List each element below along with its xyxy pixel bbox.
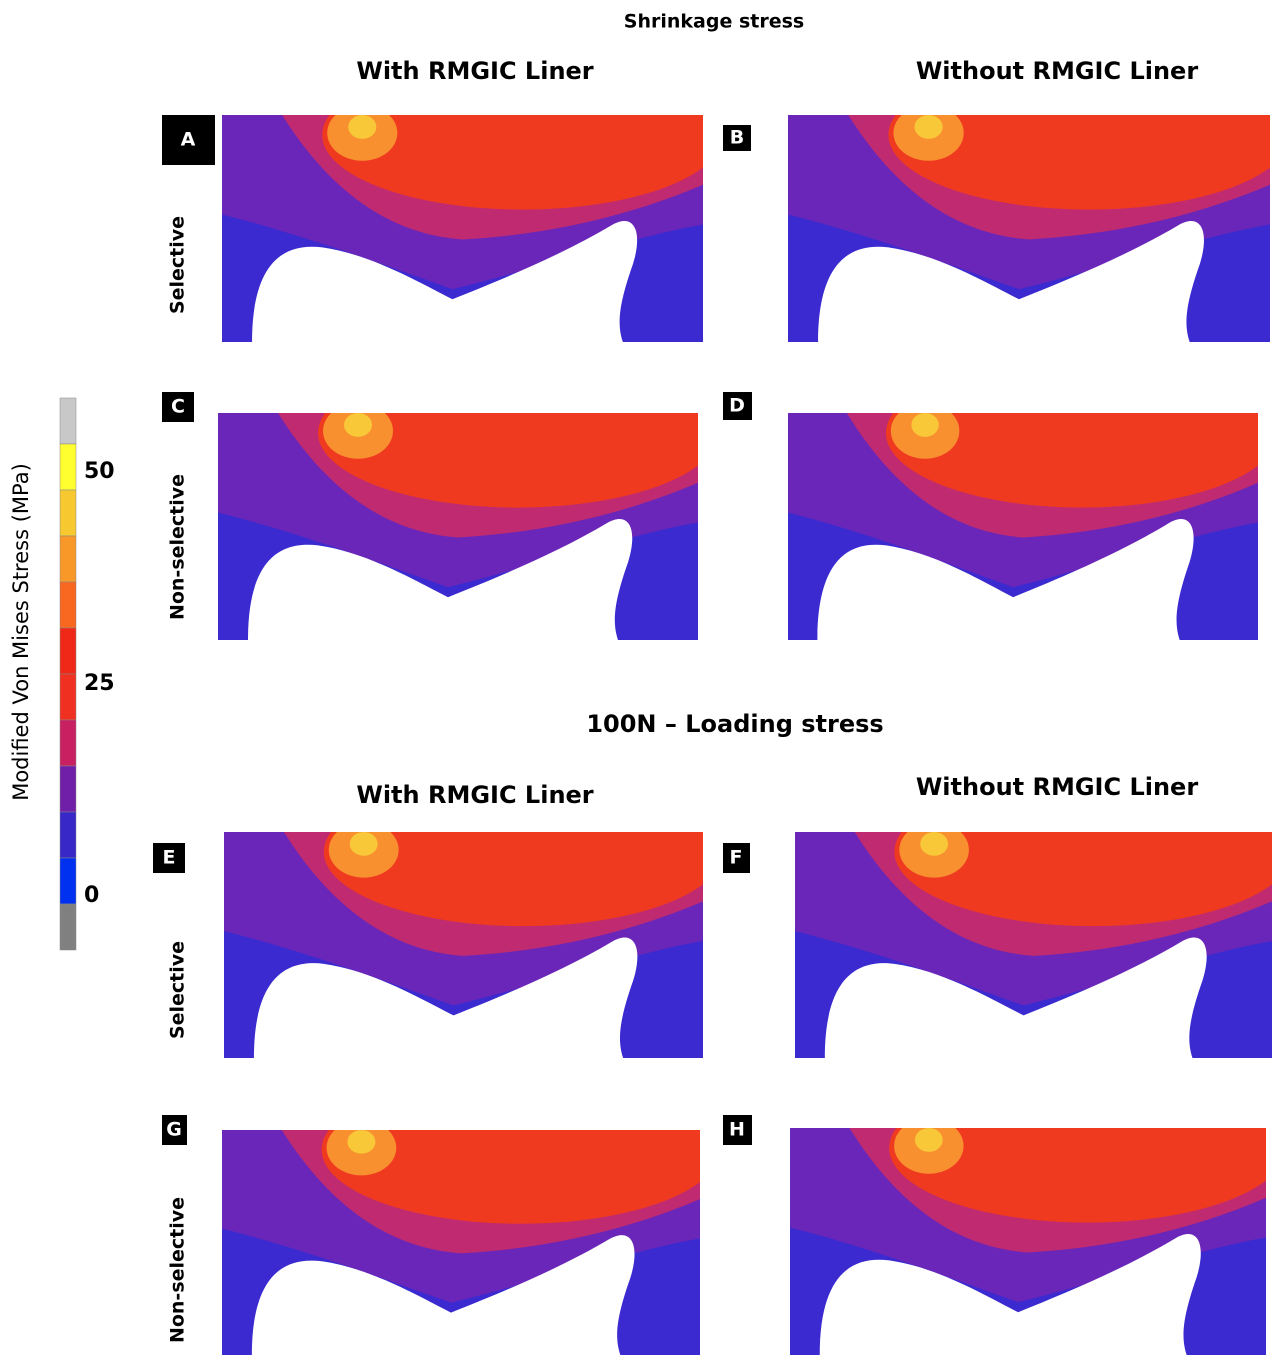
stress-map <box>790 1128 1266 1355</box>
stress-map <box>224 832 703 1058</box>
panel-label: H <box>729 1119 745 1141</box>
row-label: Selective <box>167 216 189 314</box>
colorbar-label: Modified Von Mises Stress (MPa) <box>9 463 33 801</box>
panel-label-box <box>723 1115 752 1145</box>
stress-map <box>788 413 1258 640</box>
panel-label: E <box>163 847 176 869</box>
panel-label: G <box>166 1119 182 1141</box>
column-header: With RMGIC Liner <box>356 57 593 85</box>
panel-label: B <box>730 127 744 149</box>
panel-label-box <box>723 392 752 420</box>
panel-label-box <box>162 1115 187 1145</box>
panel-label-box <box>153 843 185 873</box>
stress-map <box>795 832 1272 1058</box>
panel-label-box <box>162 392 194 422</box>
column-header: Without RMGIC Liner <box>916 773 1199 801</box>
colorbar-tick: 25 <box>84 671 115 696</box>
stress-map <box>218 413 698 640</box>
colorbar-tick: 50 <box>84 459 115 484</box>
panel-label: D <box>729 395 745 417</box>
colorbar <box>59 397 77 951</box>
stress-map <box>222 115 703 342</box>
panel-label: F <box>730 847 743 869</box>
column-header: Without RMGIC Liner <box>916 57 1199 85</box>
column-header: With RMGIC Liner <box>356 781 593 809</box>
section-title: 100N – Loading stress <box>586 710 883 738</box>
panel-label-box <box>723 125 751 151</box>
panel-label-box <box>162 115 215 165</box>
panel-label: C <box>171 396 185 418</box>
section-title: Shrinkage stress <box>624 11 804 33</box>
row-label: Non-selective <box>167 1197 189 1343</box>
stress-map <box>788 115 1270 342</box>
stress-map <box>222 1130 700 1355</box>
panel-label: A <box>181 129 196 151</box>
row-label: Non-selective <box>167 474 189 620</box>
row-label: Selective <box>167 941 189 1039</box>
panel-label-box <box>723 843 750 873</box>
colorbar-tick: 0 <box>84 883 99 908</box>
